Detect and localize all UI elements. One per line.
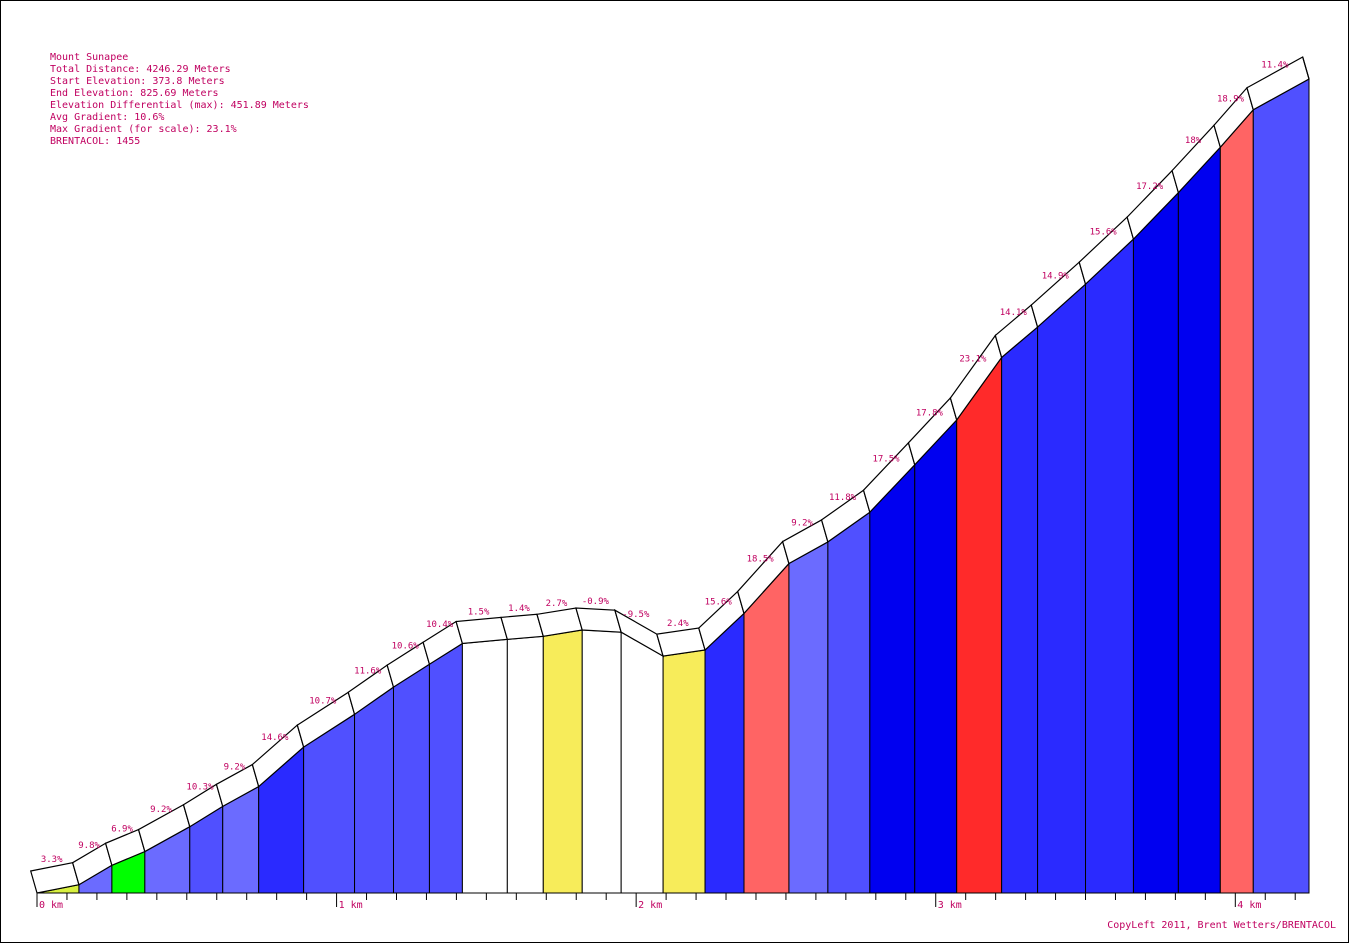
gradient-columns — [36, 78, 1310, 894]
gradient-label: 11.8% — [829, 493, 857, 503]
gradient-column — [662, 649, 706, 894]
gradient-label: 9.2% — [150, 805, 172, 815]
gradient-column — [620, 631, 664, 894]
distance-axis: 0 km 1 km 2 km 3 km 4 km — [36, 892, 1309, 911]
gradient-label: 14.6% — [261, 733, 289, 743]
gradient-label: 18% — [1185, 136, 1202, 146]
elevation-band-edge — [1302, 56, 1310, 80]
gradient-column — [704, 612, 745, 894]
gradient-label: 18.5% — [747, 554, 775, 564]
gradient-label: 11.4% — [1261, 60, 1289, 70]
gradient-column — [1001, 325, 1039, 894]
gradient-column — [392, 663, 430, 894]
gradient-label: 23.1% — [959, 355, 987, 365]
gradient-label: 2.4% — [667, 619, 689, 629]
gradient-label: 6.9% — [111, 824, 133, 834]
x-tick-label: 2 km — [638, 900, 662, 911]
gradient-column — [869, 463, 916, 894]
gradient-column — [956, 355, 1003, 894]
gradient-column — [542, 629, 583, 894]
gradient-label: 10.3% — [186, 783, 214, 793]
gradient-label: 15.6% — [1090, 228, 1118, 238]
gradient-column — [428, 642, 463, 894]
avg-gradient: Avg Gradient: 10.6% — [50, 112, 165, 123]
gradient-column — [581, 629, 622, 894]
gradient-column — [827, 511, 871, 894]
gradient-label: 1.5% — [468, 607, 490, 617]
x-tick-label: 4 km — [1237, 900, 1261, 911]
elevation-differential: Elevation Differential (max): 451.89 Met… — [50, 100, 309, 111]
x-tick-label: 1 km — [339, 900, 363, 911]
gradient-label: 14.1% — [1000, 308, 1028, 318]
gradient-label: 15.6% — [705, 598, 733, 608]
gradient-label: 10.4% — [426, 620, 454, 630]
climb-name: Mount Sunapee — [50, 52, 129, 63]
gradient-column — [914, 418, 958, 894]
gradient-label: 1.4% — [508, 604, 530, 614]
gradient-column — [1177, 145, 1221, 894]
gradient-label: 9.8% — [78, 841, 100, 851]
copyleft-footer: CopyLeft 2011, Brent Wetters/BRENTACOL — [1107, 920, 1336, 931]
gradient-label: 9.2% — [224, 762, 246, 772]
gradient-column — [1219, 108, 1254, 894]
x-tick-label: 3 km — [938, 900, 962, 911]
elevation-band-segment — [455, 616, 509, 645]
max-gradient: Max Gradient (for scale): 23.1% — [50, 124, 237, 135]
gradient-column — [1037, 283, 1087, 894]
gradient-column — [354, 686, 394, 894]
gradient-label: 3.3% — [41, 855, 63, 865]
gradient-column — [461, 638, 508, 894]
gradient-label: 2.7% — [546, 599, 568, 609]
gradient-label: -0.9% — [582, 597, 610, 607]
gradient-label: -9.5% — [622, 610, 650, 620]
ride-summary: Mount Sunapee Total Distance: 4246.29 Me… — [50, 52, 309, 148]
gradient-label: 14.9% — [1042, 272, 1070, 282]
total-distance: Total Distance: 4246.29 Meters — [50, 64, 231, 75]
gradient-label: 17.8% — [916, 408, 944, 418]
elevation-band — [29, 56, 1310, 894]
gradient-column — [1252, 78, 1310, 894]
gradient-label: 9.2% — [791, 519, 813, 529]
gradient-column — [788, 541, 829, 894]
end-elevation: End Elevation: 825.69 Meters — [50, 88, 219, 99]
gradient-labels: 3.3% 9.8% 6.9% 9.2% 10.3% 9.2% 14.6% 10.7% 11.6%… — [41, 60, 1289, 864]
gradient-column — [743, 562, 790, 894]
gradient-column — [506, 635, 544, 894]
gradient-label: 18.9% — [1217, 95, 1245, 105]
gradient-label: 17.2% — [1136, 182, 1164, 192]
gradient-column — [1132, 191, 1179, 894]
elevation-band-segment — [500, 613, 545, 641]
gradient-label: 11.6% — [354, 667, 382, 677]
gradient-label: 17.5% — [872, 455, 900, 465]
elevation-band-segment — [575, 607, 622, 633]
x-tick-label: 0 km — [39, 900, 63, 911]
start-elevation: Start Elevation: 373.8 Meters — [50, 76, 225, 87]
brentacol-score: BRENTACOL: 1455 — [50, 136, 141, 147]
gradient-column — [1085, 237, 1134, 894]
gradient-label: 10.7% — [309, 697, 337, 707]
gradient-label: 10.6% — [392, 642, 420, 652]
